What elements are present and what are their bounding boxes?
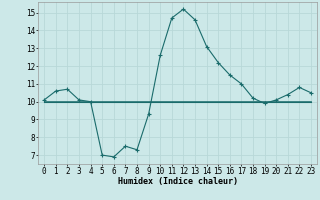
X-axis label: Humidex (Indice chaleur): Humidex (Indice chaleur) (118, 177, 238, 186)
